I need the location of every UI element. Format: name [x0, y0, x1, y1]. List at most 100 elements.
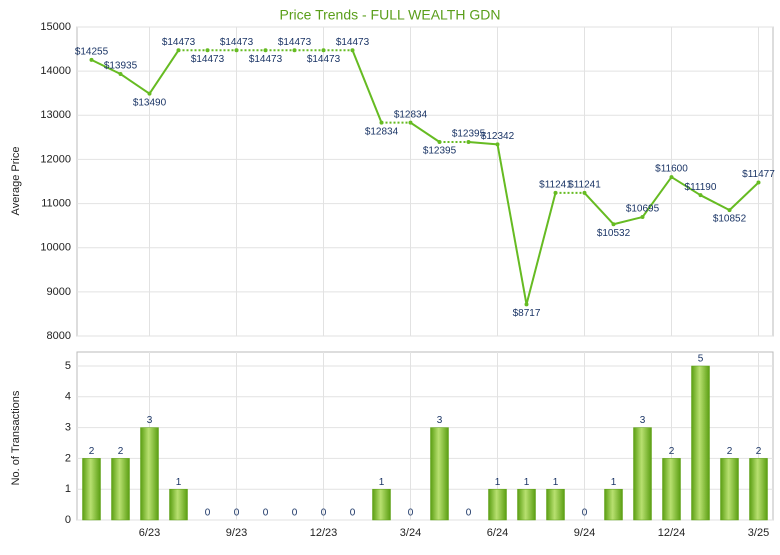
y-axis-label: Average Price	[10, 147, 22, 216]
line-segment	[91, 58, 121, 75]
data-label: $13935	[104, 61, 138, 72]
bar	[430, 427, 449, 521]
point	[408, 120, 413, 125]
y-tick-label: 4	[65, 391, 71, 403]
bar	[546, 488, 565, 521]
line-segment	[496, 144, 528, 305]
data-label: 0	[321, 508, 327, 519]
point	[582, 190, 587, 195]
point	[611, 222, 616, 227]
point	[727, 208, 732, 213]
data-label: $12395	[423, 146, 457, 157]
data-label: $11241	[539, 180, 572, 191]
y-tick-label: 9000	[47, 286, 71, 298]
data-label: $14473	[220, 37, 254, 48]
point	[669, 175, 674, 180]
data-label: $14473	[307, 54, 341, 65]
data-label: 0	[582, 508, 588, 519]
data-label: 0	[350, 508, 356, 519]
data-label: 0	[466, 508, 472, 519]
line-segment	[728, 181, 760, 211]
point	[553, 190, 558, 195]
line-segment	[148, 49, 180, 95]
bar	[633, 427, 652, 521]
point	[640, 215, 645, 220]
data-label: $12395	[452, 129, 486, 140]
point	[524, 302, 529, 307]
data-label: 1	[611, 477, 617, 488]
point	[89, 57, 94, 62]
point	[756, 180, 761, 185]
bar	[720, 458, 739, 521]
x-tick-label: 3/25	[748, 527, 769, 539]
line-segment	[670, 176, 702, 197]
data-label: 1	[495, 477, 501, 488]
point	[263, 48, 268, 53]
data-label: $11241	[568, 180, 601, 191]
data-label: 1	[553, 477, 559, 488]
data-label: $14473	[278, 37, 312, 48]
point	[205, 48, 210, 53]
y-tick-label: 5	[65, 360, 71, 372]
data-label: $14473	[191, 54, 225, 65]
y-tick-label: 1	[65, 483, 71, 495]
data-label: $10532	[597, 228, 631, 239]
data-label: 3	[640, 415, 646, 426]
y-tick-label: 13000	[40, 109, 71, 121]
point	[147, 91, 152, 96]
x-tick-label: 6/23	[139, 527, 160, 539]
data-label: 1	[176, 477, 182, 488]
line-segment	[409, 121, 441, 143]
chart-title: Price Trends - FULL WEALTH GDN	[280, 7, 501, 23]
data-label: $11477	[742, 169, 775, 180]
data-label: $11190	[685, 182, 717, 193]
line-segment	[641, 176, 673, 218]
data-label: 0	[263, 508, 269, 519]
bar	[372, 488, 391, 521]
data-label: 2	[727, 446, 733, 457]
data-label: 3	[437, 415, 443, 426]
data-label: $12342	[481, 131, 515, 142]
data-label: $11600	[655, 164, 688, 175]
line-segment	[613, 216, 643, 226]
bar	[111, 458, 130, 521]
data-label: $14473	[249, 54, 283, 65]
data-label: $10695	[626, 204, 660, 215]
line-segment	[525, 192, 557, 305]
data-label: 3	[147, 415, 153, 426]
point	[118, 72, 123, 77]
bar	[691, 365, 710, 521]
point	[350, 48, 355, 53]
point	[321, 48, 326, 53]
data-label: 0	[234, 508, 240, 519]
data-label: 2	[756, 446, 762, 457]
bar	[749, 458, 768, 521]
y-tick-label: 2	[65, 452, 71, 464]
y-tick-label: 12000	[40, 153, 71, 165]
data-label: $8717	[513, 308, 541, 319]
data-label: $14473	[162, 37, 196, 48]
x-tick-label: 6/24	[487, 527, 508, 539]
data-label: 2	[669, 446, 675, 457]
data-label: 1	[379, 477, 385, 488]
bar	[140, 427, 159, 521]
line-segment	[351, 49, 383, 123]
y-axis-label: No. of Transactions	[10, 390, 22, 485]
point	[466, 139, 471, 144]
bar	[82, 458, 101, 521]
x-tick-label: 9/24	[574, 527, 595, 539]
line-segment	[119, 73, 151, 95]
bar	[169, 488, 188, 521]
bar	[604, 488, 623, 521]
data-label: 5	[698, 354, 704, 365]
point	[437, 139, 442, 144]
data-label: $14255	[75, 47, 109, 58]
y-tick-label: 3	[65, 422, 71, 434]
data-label: $12834	[365, 126, 399, 137]
bar	[517, 488, 536, 521]
y-tick-label: 15000	[40, 21, 71, 33]
data-label: 2	[89, 446, 95, 457]
x-tick-label: 12/24	[658, 527, 686, 539]
line-segment	[700, 194, 730, 211]
